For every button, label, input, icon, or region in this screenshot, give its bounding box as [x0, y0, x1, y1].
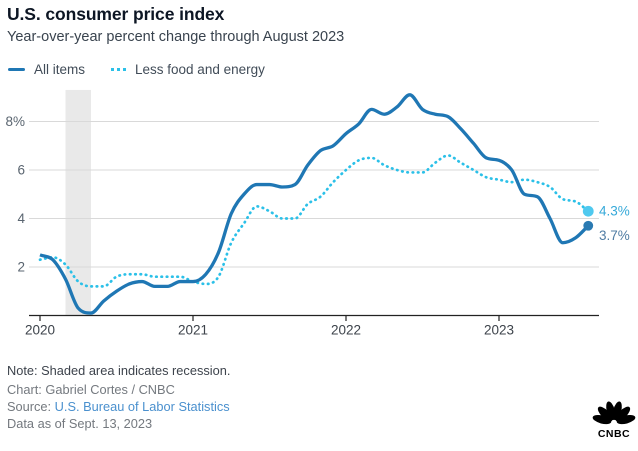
dotted-line-swatch-icon: [111, 68, 127, 71]
source-link[interactable]: U.S. Bureau of Labor Statistics: [54, 399, 230, 414]
source-line: Source: U.S. Bureau of Labor Statistics: [7, 398, 230, 415]
data-as-of: Data as of Sept. 13, 2023: [7, 416, 153, 431]
x-tick-label: 2020: [25, 323, 55, 338]
note-text: Note: Shaded area indicates recession.: [7, 363, 231, 378]
credits: Chart: Gabriel Cortes / CNBC Source: U.S…: [7, 381, 230, 432]
series-line-less-food-and-energy: [38, 154, 590, 288]
series-end-dot-less-food-and-energy: [582, 205, 594, 217]
series-end-label-less-food-and-energy: 4.3%: [599, 204, 630, 219]
series-end-dot-all-items: [583, 220, 594, 231]
series-end-label-all-items: 3.7%: [599, 228, 630, 243]
y-tick-label: 6: [17, 163, 25, 178]
page-title: U.S. consumer price index: [7, 4, 225, 24]
y-tick-label: 2: [17, 260, 25, 275]
x-tick-label: 2023: [484, 323, 514, 338]
x-tick-label: 2022: [331, 323, 361, 338]
legend-item-less-food-and-energy: Less food and energy: [111, 62, 265, 77]
x-tick-label: 2021: [178, 323, 208, 338]
legend-item-all-items: All items: [8, 62, 85, 77]
source-prefix: Source:: [7, 399, 55, 414]
chart-subtitle: Year-over-year percent change through Au…: [7, 29, 345, 45]
solid-line-swatch-icon: [8, 67, 25, 72]
recession-band: [65, 89, 91, 316]
legend-label-less-food-and-energy: Less food and energy: [135, 62, 265, 77]
cnbc-logo-text: CNBC: [598, 428, 630, 440]
y-tick-label: 8%: [5, 114, 25, 129]
series-line-all-items: [39, 93, 590, 315]
legend-label-all-items: All items: [34, 62, 86, 77]
cpi-line-chart: 8% 6 4 2 2020 2021 2022 2023 3.7% 4.3%: [5, 89, 630, 338]
chart-credit: Chart: Gabriel Cortes / CNBC: [7, 382, 175, 397]
legend: All items Less food and energy: [8, 62, 265, 77]
cnbc-logo: CNBC: [592, 394, 636, 442]
y-tick-label: 4: [17, 211, 25, 226]
cnbc-peacock-icon: CNBC: [592, 401, 636, 440]
